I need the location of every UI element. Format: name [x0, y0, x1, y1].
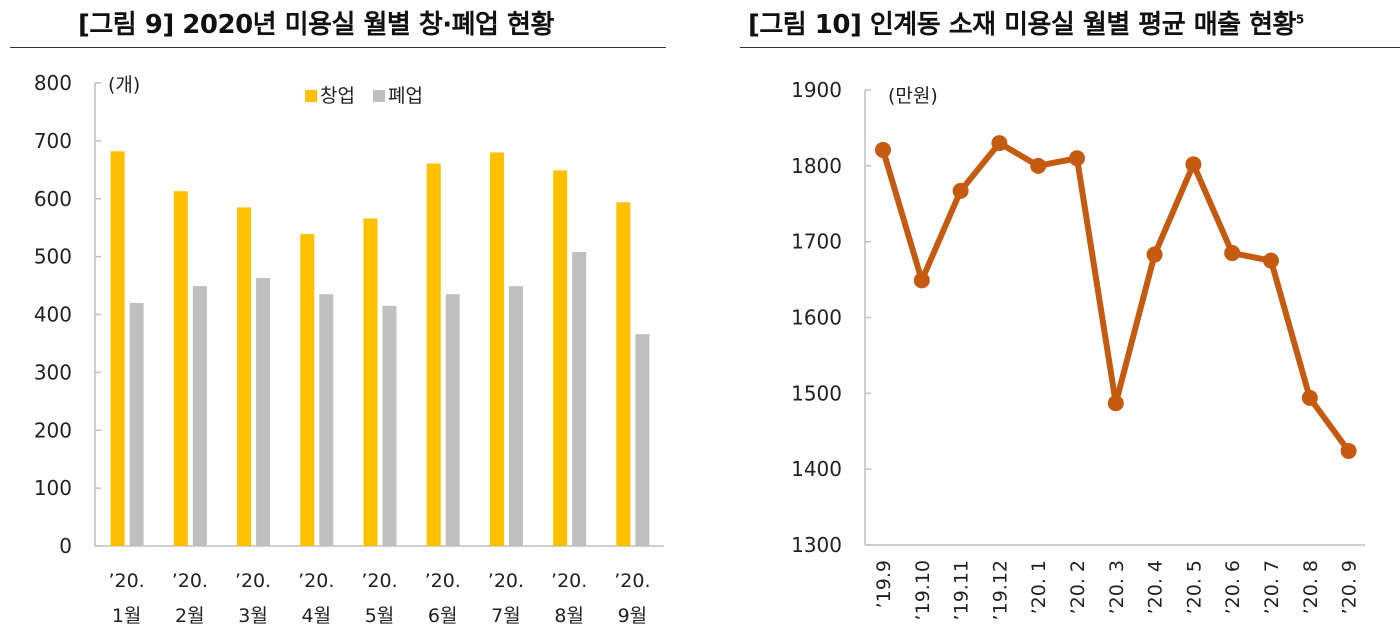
x-tick-label-year: ’20.: [235, 570, 271, 592]
x-tick-label: ’20. 3: [1106, 560, 1128, 614]
y-tick-label: 1300: [791, 533, 842, 557]
x-tick-label-year: ’20.: [425, 570, 461, 592]
y-tick-label: 500: [34, 245, 72, 269]
x-tick-label-month: 7월: [491, 605, 521, 627]
y-tick-label: 1400: [791, 457, 842, 481]
bar-open: [300, 234, 315, 546]
bar-close: [382, 305, 397, 546]
y-tick-label: 0: [59, 534, 72, 558]
bar-chart: 0 100 200 300 400 500 600 700 800 (개) 창업 폐업 ’20. 1월 ’2…: [34, 71, 664, 627]
x-tick-label: ’19.11: [951, 560, 973, 620]
x-tick-label-year: ’20.: [614, 570, 650, 592]
x-tick-label-year: ’20.: [551, 570, 587, 592]
chart1-title: [그림 9] 2020년 미용실 월별 창·폐업 현황: [78, 10, 554, 40]
sales-point: [991, 135, 1008, 152]
x-tick-label: ’19.9: [873, 560, 895, 608]
sales-point: [1224, 245, 1241, 262]
bar-open: [237, 207, 252, 546]
sales-line: [880, 140, 1352, 453]
sales-point: [1069, 150, 1085, 167]
x-tick-label: ’20. 1: [1028, 560, 1050, 614]
x-tick-label: ’20. 7: [1261, 560, 1283, 614]
sales-point: [875, 141, 891, 158]
x-tick-label-year: ’20.: [172, 570, 208, 592]
x-tick-label: ’20. 8: [1300, 560, 1322, 614]
y-tick-label: 1700: [791, 230, 842, 254]
chart1-title-rule: [10, 47, 666, 48]
bar-close: [319, 294, 334, 546]
x-tick-label: ’19.10: [912, 560, 934, 620]
x-tick-label-month: 3월: [238, 605, 268, 627]
bar-open: [553, 170, 568, 547]
x-tick-label-year: ’20.: [108, 570, 144, 592]
sales-point: [1107, 395, 1124, 412]
bar-open: [363, 218, 378, 547]
y-tick-label: 400: [34, 303, 72, 327]
y-tick-label: 700: [34, 129, 72, 153]
bar-open: [110, 151, 125, 547]
x-tick-label-month: 1월: [112, 605, 142, 627]
bar-close: [508, 286, 523, 546]
x-tick-label-year: ’20.: [298, 570, 334, 592]
chart2-title: [그림 10] 인계동 소재 미용실 월별 평균 매출 현황5: [748, 4, 1304, 41]
chart2-title-text: [그림 10] 인계동 소재 미용실 월별 평균 매출 현황: [748, 10, 1296, 40]
legend-swatch-open: [305, 90, 317, 102]
sales-point: [1185, 156, 1202, 173]
x-tick-label-year: ’20.: [488, 570, 524, 592]
bar-close: [192, 286, 207, 546]
y-tick-label: 1900: [791, 78, 842, 102]
bar-close: [635, 334, 650, 546]
sales-point: [1146, 246, 1163, 263]
legend-label: 폐업: [388, 85, 423, 107]
sales-point: [1263, 252, 1279, 269]
x-tick-label-year: ’20.: [361, 570, 397, 592]
y-tick-label: 1600: [791, 306, 842, 330]
bar-open: [173, 191, 188, 546]
y-tick-label: 800: [34, 71, 72, 95]
chart2-title-rule: [740, 47, 1400, 48]
x-tick-label-month: 8월: [554, 605, 584, 627]
y-tick-label: 200: [34, 418, 72, 442]
x-tick-label-month: 5월: [365, 605, 395, 627]
bar-open: [616, 202, 631, 546]
x-tick-label: ’20. 2: [1067, 560, 1089, 614]
bar-close: [129, 302, 144, 546]
y-tick-label: 600: [34, 187, 72, 211]
x-tick-label: ’20. 9: [1339, 560, 1361, 614]
sales-point: [913, 272, 930, 289]
x-tick-label: ’20. 6: [1222, 560, 1244, 614]
chart2-title-footnote: 5: [1295, 12, 1304, 27]
bar-close: [256, 278, 271, 546]
bar-close: [572, 251, 587, 546]
y-tick-label: 100: [34, 476, 72, 500]
bar-open: [426, 163, 441, 547]
x-tick-label-month: 9월: [618, 605, 648, 627]
bar-close: [445, 294, 460, 546]
sales-point: [1340, 442, 1357, 459]
y-unit-label: (개): [108, 74, 140, 96]
x-tick-label-month: 4월: [301, 605, 331, 627]
x-tick-label: ’20. 5: [1183, 560, 1205, 614]
x-tick-label-month: 2월: [175, 605, 205, 627]
sales-point: [1030, 157, 1047, 174]
y-unit-label: (만원): [888, 85, 938, 107]
y-tick-label: 300: [34, 360, 72, 384]
sales-point: [952, 182, 969, 199]
legend-label: 창업: [320, 85, 355, 107]
bar-open: [489, 152, 504, 546]
x-tick-label: ’19.12: [989, 560, 1011, 620]
x-tick-label: ’20. 4: [1145, 560, 1167, 614]
y-tick-label: 1800: [791, 154, 842, 178]
x-tick-label-month: 6월: [428, 605, 458, 627]
y-tick-label: 1500: [791, 381, 842, 405]
sales-point: [1301, 389, 1318, 406]
legend-swatch-close: [373, 90, 385, 102]
